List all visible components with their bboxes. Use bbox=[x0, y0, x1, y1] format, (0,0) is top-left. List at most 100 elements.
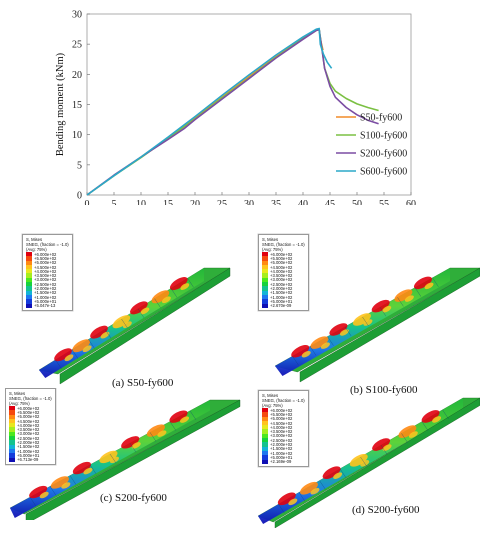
legend-level-value: +3.000e+02 bbox=[34, 277, 57, 283]
legend-level-row: +2.500e+02 bbox=[9, 436, 52, 441]
legend-level-value: +1.000e+02 bbox=[270, 450, 293, 456]
legend-color-swatch bbox=[26, 252, 32, 257]
legend-level-row: +1.500e+02 bbox=[9, 444, 52, 449]
legend-level-row: +6.000e+02 bbox=[26, 252, 69, 257]
legend-color-swatch bbox=[9, 448, 15, 454]
legend-level-row: +2.000e+02 bbox=[26, 286, 69, 291]
legend-header-line: SNEG, (fraction = -1.0) bbox=[9, 396, 52, 401]
legend-level-value: +4.000e+02 bbox=[270, 268, 293, 274]
y-tick-label: 15 bbox=[72, 100, 82, 111]
legend-level-row: +1.500e+02 bbox=[262, 446, 305, 452]
legend-level-row: +4.000e+02 bbox=[262, 268, 305, 274]
legend-color-swatch bbox=[262, 459, 268, 464]
moment-displacement-chart: 051015202530354045505560051015202530Disp… bbox=[55, 10, 416, 206]
legend-level-value: +2.500e+02 bbox=[34, 281, 57, 287]
legend-header-line: S, Mises bbox=[26, 237, 43, 242]
y-tick-label: 25 bbox=[72, 40, 82, 51]
legend-header-line: S, Mises bbox=[262, 237, 279, 242]
legend-level-row: +4.000e+02 bbox=[262, 424, 305, 430]
legend-level-value: +4.000e+02 bbox=[34, 268, 57, 274]
legend-level-row: +5.000e+01 bbox=[9, 453, 52, 458]
legend-header-line: S, Mises bbox=[262, 393, 279, 398]
legend-color-swatch bbox=[262, 286, 268, 291]
legend-color-swatch bbox=[262, 442, 268, 447]
legend-level-row: +4.500e+02 bbox=[262, 420, 305, 426]
x-tick-label: 60 bbox=[406, 199, 416, 205]
legend-color-swatch bbox=[262, 420, 268, 426]
legend-level-value: +1.500e+02 bbox=[270, 446, 293, 452]
panel-caption-c: (c) S200-fy600 bbox=[100, 492, 167, 504]
legend-color-swatch bbox=[26, 299, 32, 304]
legend-header-line: (Avg: 75%) bbox=[262, 247, 283, 252]
legend-level-value: +3.000e+02 bbox=[270, 433, 293, 439]
legend-level-value: +5.047e-13 bbox=[34, 303, 56, 309]
legend-header-line: SNEG, (fraction = -1.0) bbox=[262, 398, 305, 403]
legend-level-row: +2.000e+02 bbox=[262, 442, 305, 447]
legend-level-value: +2.000e+02 bbox=[270, 286, 293, 292]
legend-color-swatch bbox=[262, 303, 268, 308]
legend-level-row: +4.500e+02 bbox=[262, 265, 305, 270]
legend-label: S600-fy600 bbox=[360, 167, 407, 178]
legend-level-value: +1.000e+02 bbox=[17, 448, 40, 454]
legend-header-line: (Avg: 75%) bbox=[262, 403, 283, 408]
legend-level-value: +1.500e+02 bbox=[34, 290, 57, 296]
legend-level-value: +4.500e+02 bbox=[34, 264, 57, 270]
legend-level-value: +6.713e-09 bbox=[17, 457, 39, 463]
legend-label: S100-fy600 bbox=[360, 131, 407, 142]
legend-level-row: +3.000e+02 bbox=[26, 277, 69, 283]
legend-level-row: +1.000e+02 bbox=[9, 448, 52, 454]
legend-color-swatch bbox=[26, 260, 32, 265]
legend-level-row: +5.000e+01 bbox=[262, 454, 305, 460]
series-line-S600-fy600 bbox=[86, 27, 333, 196]
x-tick-label: 5 bbox=[112, 199, 117, 205]
legend-color-swatch bbox=[9, 436, 15, 441]
legend-label: S50-fy600 bbox=[360, 113, 402, 124]
beam-contour-image bbox=[274, 267, 480, 383]
contour-legend: S, Mises SNEG, (fraction = -1.0) (Avg: 75%… bbox=[22, 234, 73, 311]
legend-level-row: +6.000e+02 bbox=[9, 406, 52, 411]
legend-color-swatch bbox=[9, 410, 15, 415]
legend-color-swatch bbox=[262, 425, 268, 430]
beam-contour-image bbox=[9, 399, 241, 520]
legend-color-swatch bbox=[262, 450, 268, 456]
legend-level-row: +1.500e+02 bbox=[262, 290, 305, 295]
y-tick-label: 0 bbox=[77, 191, 82, 202]
legend-color-swatch bbox=[262, 429, 268, 434]
legend-color-swatch bbox=[26, 294, 32, 300]
legend-color-swatch bbox=[9, 414, 15, 419]
contour-panel-c: S, Mises SNEG, (fraction = -1.0) (Avg: 75%… bbox=[5, 388, 245, 520]
legend-level-value: +5.000e+01 bbox=[270, 298, 293, 304]
legend-level-row: +5.000e+01 bbox=[262, 298, 305, 304]
legend-level-value: +2.500e+02 bbox=[270, 437, 293, 443]
legend-level-row: +5.000e+01 bbox=[26, 299, 69, 304]
legend-color-swatch bbox=[26, 282, 32, 287]
legend-color-swatch bbox=[262, 277, 268, 283]
legend-level-row: +3.000e+02 bbox=[9, 431, 52, 437]
legend-level-value: +5.000e+02 bbox=[270, 416, 293, 422]
legend-level-value: +4.500e+02 bbox=[270, 420, 293, 426]
x-tick-label: 30 bbox=[244, 199, 254, 205]
legend-level-row: +1.000e+02 bbox=[262, 294, 305, 300]
y-tick-label: 30 bbox=[72, 10, 82, 21]
legend-color-swatch bbox=[26, 277, 32, 283]
legend-color-swatch bbox=[262, 299, 268, 304]
legend-color-swatch bbox=[9, 427, 15, 432]
legend-color-swatch bbox=[262, 433, 268, 439]
contour-panel-a: S, Mises SNEG, (fraction = -1.0) (Avg: 75%… bbox=[16, 228, 246, 390]
legend-level-row: +3.500e+02 bbox=[9, 427, 52, 432]
legend-level-value: +3.000e+02 bbox=[270, 277, 293, 283]
legend-header-line: (Avg: 75%) bbox=[26, 247, 47, 252]
legend-level-value: +4.000e+02 bbox=[270, 424, 293, 430]
legend-level-row: +4.500e+02 bbox=[9, 419, 52, 424]
legend-color-swatch bbox=[9, 431, 15, 437]
legend-color-swatch bbox=[262, 408, 268, 413]
contour-legend: S, Mises SNEG, (fraction = -1.0) (Avg: 75%… bbox=[5, 388, 56, 465]
legend-color-swatch bbox=[262, 269, 268, 274]
legend-level-value: +5.000e+02 bbox=[17, 414, 40, 420]
legend-level-row: +3.000e+02 bbox=[262, 277, 305, 283]
legend-color-swatch bbox=[262, 294, 268, 300]
legend-level-value: +5.000e+01 bbox=[270, 454, 293, 460]
x-tick-label: 50 bbox=[352, 199, 362, 205]
legend-color-swatch bbox=[262, 252, 268, 257]
legend-level-value: +3.500e+02 bbox=[270, 429, 293, 435]
